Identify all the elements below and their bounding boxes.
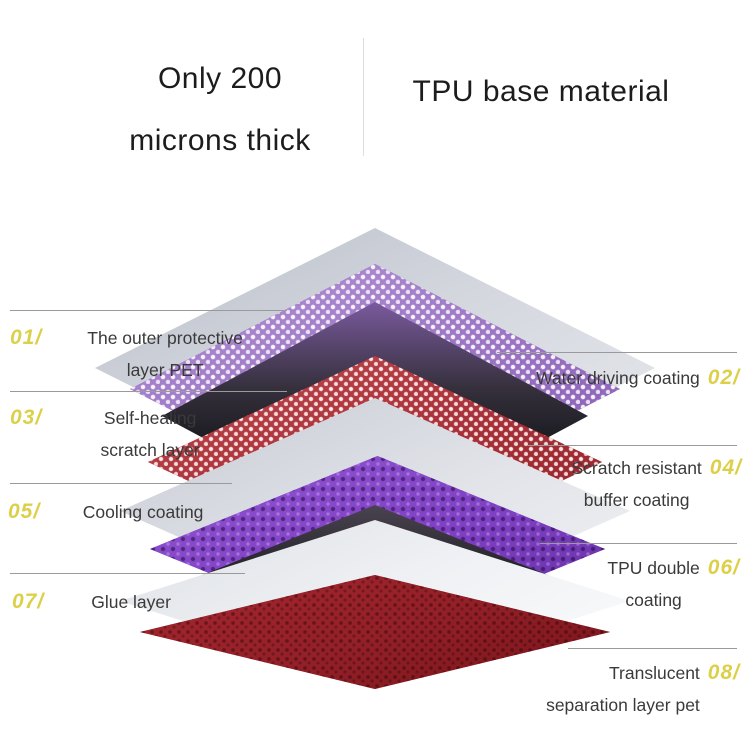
callout-line-03 [10,391,287,392]
callout-06-number: 06/ [707,556,740,579]
callout-08-text-line2: separation layer pet [546,695,700,715]
callout-line-01 [10,310,287,311]
callout-05-text-line1: Cooling coating [82,502,204,522]
callout-01-text-line2: layer PET [126,360,204,380]
callout-03-self-healing: 03/ Self-healing scratch layer [10,402,252,466]
callout-line-04 [528,445,737,446]
callout-line-05 [10,483,232,484]
callout-01-text-line1: The outer protective [87,328,243,348]
callout-02-water-driving: Water driving coating 02/ [470,362,740,394]
callout-07-glue: 07/ Glue layer [12,586,212,618]
title-thickness: Only 200 microns thick [70,48,370,172]
header-divider [363,38,364,156]
callout-08-separation: Translucent separation layer pet 08/ [500,657,740,721]
callout-line-08 [568,648,737,649]
callout-05-number: 05/ [8,500,41,523]
callout-04-scratch-resistant: Scratch resistant buffer coating 04/ [520,452,742,516]
callout-04-text-line1: Scratch resistant [571,458,702,478]
callout-03-text-line1: Self-healing [103,408,197,428]
title-thickness-line1: Only 200 [157,62,283,95]
title-thickness-line2: microns thick [129,124,311,157]
callout-06-tpu-double: TPU double coating 06/ [540,552,740,616]
callout-03-text-line2: scratch layer [100,440,200,460]
callout-line-06 [540,543,737,544]
callout-06-text-line2: coating [625,590,682,610]
callout-08-text-line1: Translucent [609,663,700,683]
callout-07-text-line1: Glue layer [91,592,171,612]
callout-03-number: 03/ [10,406,43,429]
callout-02-number: 02/ [707,366,740,389]
title-material: TPU base material [412,75,670,108]
callout-04-number: 04/ [709,456,742,479]
callout-02-text-line1: Water driving coating [536,368,700,388]
callout-line-02 [497,352,737,353]
callout-08-number: 08/ [707,661,740,684]
callout-01-outer-pet: 01/ The outer protective layer PET [10,322,282,386]
callout-05-cooling: 05/ Cooling coating [8,496,240,528]
callout-04-text-line2: buffer coating [583,490,690,510]
callout-07-number: 07/ [12,590,45,613]
callout-06-text-line1: TPU double [607,558,700,578]
callout-01-number: 01/ [10,326,43,349]
callout-line-07 [10,573,245,574]
